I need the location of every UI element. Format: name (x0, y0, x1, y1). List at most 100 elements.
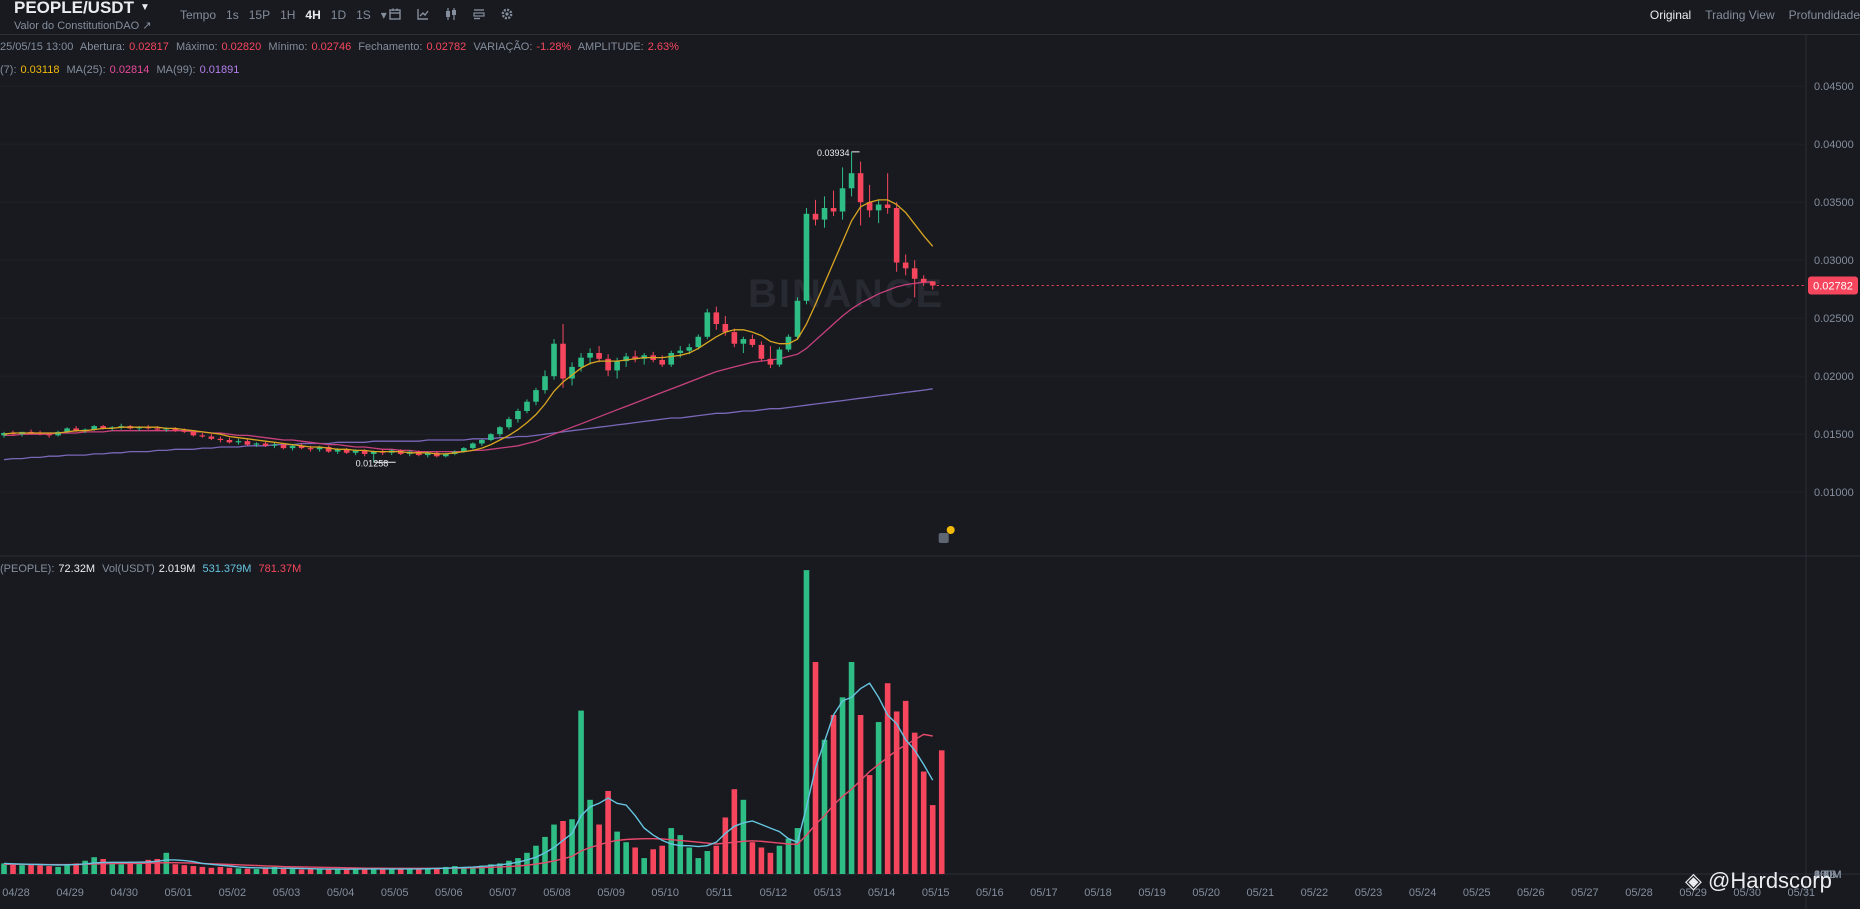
candle-body (226, 440, 233, 443)
candle-body (740, 339, 747, 344)
ma99-value: 0.01891 (199, 64, 240, 76)
vol-people-value: 72.32M (58, 563, 96, 575)
vol-usdt-value: 2.019M (158, 563, 196, 575)
time-tick-label: 05/04 (327, 887, 355, 899)
volume-bar (533, 845, 539, 874)
event-dot-icon (946, 526, 955, 534)
volume-bar (803, 570, 810, 874)
volume-bar (73, 863, 79, 874)
pair-name: PEOPLE/USDT (14, 0, 134, 17)
volume-bar (127, 861, 134, 874)
volume-bar (866, 775, 873, 874)
candle-body (866, 202, 873, 211)
interval-1h[interactable]: 1H (280, 8, 296, 22)
volume-bar (28, 864, 34, 874)
time-tick-label: 05/18 (1084, 887, 1112, 899)
time-tick-label: 05/21 (1247, 887, 1275, 899)
indicator-icon[interactable] (416, 7, 430, 21)
volume-legend: (PEOPLE): 72.32M Vol(USDT) 2.019M 531.379M… (0, 563, 305, 575)
volume-bar (884, 683, 891, 874)
candle-body (343, 449, 350, 453)
volume-bar (217, 866, 224, 874)
volume-bar (352, 869, 359, 874)
interval-1w[interactable]: 1S (356, 8, 371, 22)
candle-body (686, 347, 693, 351)
candle-body (659, 359, 666, 365)
volume-bar (199, 866, 206, 874)
volume-bar (316, 868, 323, 874)
volume-bar (731, 789, 738, 874)
tool-icons (388, 7, 514, 21)
volume-bar (271, 866, 278, 874)
interval-4h[interactable]: 4H (305, 8, 321, 22)
interval-1s[interactable]: 1s (226, 8, 239, 22)
volume-bar (641, 858, 647, 874)
candle-body (839, 188, 846, 212)
signature-text: @Hardscorp (1708, 868, 1832, 893)
candle-body (479, 440, 485, 444)
ma99-line (3, 388, 933, 461)
volume-bar (289, 869, 296, 874)
time-tick-label: 05/01 (165, 887, 193, 899)
volume-bar (208, 867, 215, 874)
candle-body (443, 453, 449, 457)
volume-bar (46, 866, 52, 874)
interval-1d[interactable]: 1D (330, 8, 347, 22)
settings-icon[interactable] (500, 7, 514, 21)
time-tick-label: 05/22 (1301, 887, 1329, 899)
high-annotation-label: 0.03934 (817, 148, 850, 158)
layout-icon[interactable] (472, 7, 486, 21)
calendar-icon[interactable] (388, 7, 402, 21)
candle-body (370, 451, 377, 454)
tab-depth[interactable]: Profundidade (1788, 8, 1860, 22)
amplitude-label: AMPLITUDE: (577, 41, 644, 53)
volume-bar (623, 842, 629, 874)
volume-tick-label: 1.2B (1814, 869, 1837, 881)
close-label: Fechamento: (358, 41, 423, 53)
interval-label: Tempo (180, 8, 217, 22)
volume-bar (497, 863, 503, 874)
volume-bar (334, 869, 341, 874)
candle-body (695, 336, 702, 348)
volume-bar (406, 869, 413, 874)
candle-body (794, 300, 801, 337)
candle-body (884, 204, 891, 208)
volume-bar (488, 864, 494, 874)
time-tick-label: 05/28 (1625, 887, 1653, 899)
tab-original[interactable]: Original (1649, 8, 1692, 22)
volume-bar (154, 858, 161, 874)
candle-body (848, 173, 855, 189)
vol-people-label: (PEOPLE): (0, 563, 55, 575)
volume-bar (397, 868, 404, 874)
candle-body (515, 411, 521, 420)
volume-bar (776, 845, 783, 874)
low-value: 0.02746 (311, 41, 352, 53)
tab-trading-view[interactable]: Trading View (1705, 8, 1775, 22)
interval-15p[interactable]: 15P (248, 8, 271, 22)
candle-body (605, 358, 611, 371)
volume-bar (560, 821, 566, 874)
volume-bar (875, 722, 882, 874)
vol-usdt-label: Vol(USDT) (102, 563, 155, 575)
volume-bar (415, 868, 422, 874)
volume-bar (857, 715, 864, 874)
pair-subtitle[interactable]: Valor do ConstitutionDAO ↗ (14, 20, 152, 32)
candle-type-icon[interactable] (444, 7, 458, 21)
volume-bar (722, 817, 729, 874)
volume-bar (452, 866, 458, 874)
interval-more-chevron-icon[interactable]: ▾ (380, 8, 387, 22)
pair-selector[interactable]: PEOPLE/USDT ▼ (14, 0, 150, 18)
volume-bar (830, 715, 837, 874)
volume-bar (181, 865, 188, 874)
candle-body (506, 419, 512, 428)
time-tick-label: 05/30 (1733, 887, 1761, 899)
volume-bar (839, 697, 846, 874)
volume-bar (64, 864, 70, 874)
volume-bar (244, 868, 251, 874)
price-tick-label: 0.04000 (1814, 139, 1854, 151)
time-tick-label: 05/02 (219, 887, 247, 899)
ma25-line (4, 281, 933, 453)
candle-body (542, 376, 548, 391)
ma25-label: MA(25): (66, 64, 106, 76)
